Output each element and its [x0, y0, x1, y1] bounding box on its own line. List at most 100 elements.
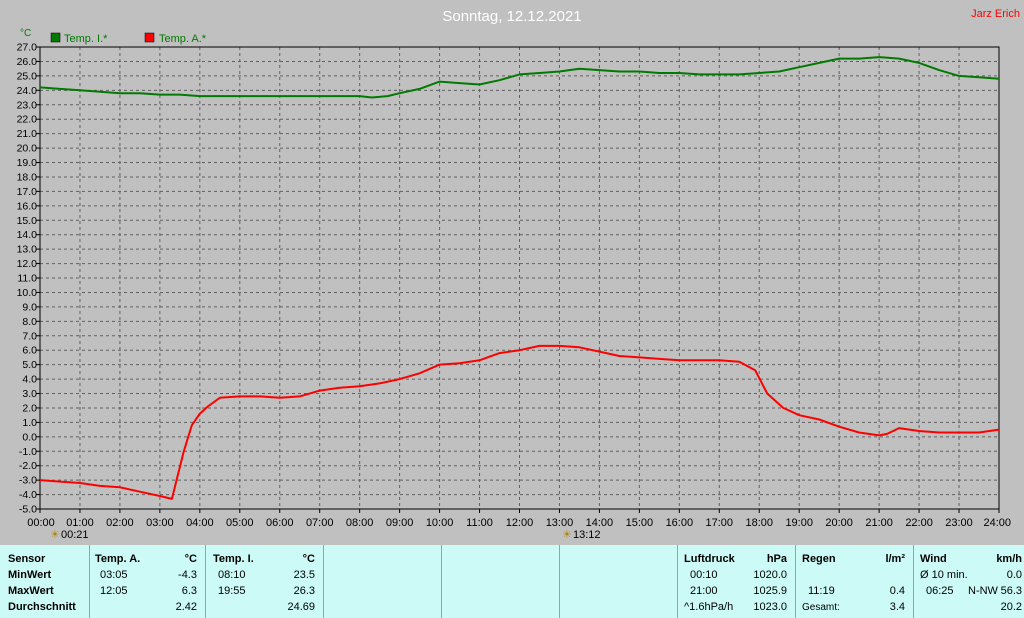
y-tick-label: 1.0 [22, 417, 37, 429]
stats-col-temp-i: Temp. I. °C 08:10 23.5 19:55 26.3 24.69 [206, 545, 324, 618]
temp-a-header: Temp. A. [95, 553, 141, 565]
temp-a-min-time: 03:05 [100, 569, 128, 581]
x-tick-label: 06:00 [266, 517, 294, 529]
row-label-max: MaxWert [8, 585, 54, 597]
y-tick-label: 17.0 [17, 186, 38, 198]
stats-col-empty-2 [442, 545, 560, 618]
y-tick-label: 12.0 [17, 258, 38, 270]
y-tick-label: 13.0 [17, 244, 38, 256]
luftdruck-unit: hPa [766, 553, 787, 565]
luftdruck-trend: ^1.6hPa/h [684, 601, 734, 613]
y-tick-label: -1.0 [19, 446, 37, 458]
x-tick-label: 00:00 [27, 517, 55, 529]
stats-col-empty-1 [324, 545, 442, 618]
chart-background [0, 0, 1024, 545]
x-tick-label: 18:00 [745, 517, 773, 529]
x-tick-label: 24:00 [983, 517, 1011, 529]
y-tick-label: 27.0 [17, 42, 38, 54]
wind-header: Wind [920, 553, 947, 565]
y-tick-label: 15.0 [17, 215, 38, 227]
x-tick-label: 10:00 [426, 517, 454, 529]
stats-col-regen: Regen l/m² 11:19 0.4 Gesamt: 3.4 [796, 545, 914, 618]
author-label: Jarz Erich [971, 8, 1020, 20]
y-tick-label: 2.0 [22, 402, 37, 414]
temp-i-unit: °C [302, 553, 315, 565]
temp-i-max-value: 26.3 [293, 585, 315, 597]
x-tick-label: 05:00 [226, 517, 254, 529]
row-label-avg: Durchschnitt [8, 601, 76, 613]
stats-col-luftdruck: Luftdruck hPa 00:10 1020.0 21:00 1025.9 … [678, 545, 796, 618]
x-tick-label: 15:00 [626, 517, 654, 529]
x-tick-label: 17:00 [706, 517, 734, 529]
x-tick-label: 16:00 [666, 517, 694, 529]
row-label-min: MinWert [8, 569, 52, 581]
y-tick-label: 26.0 [17, 56, 38, 68]
y-tick-label: 5.0 [22, 359, 37, 371]
y-tick-label: 0.0 [22, 431, 37, 443]
statistics-panel: Sensor MinWert MaxWert Durchschnitt Temp… [0, 545, 1024, 618]
regen-unit: l/m² [885, 553, 905, 565]
wind-max-value: 56.3 [1000, 585, 1022, 597]
temp-a-unit: °C [184, 553, 197, 565]
temp-i-min-time: 08:10 [218, 569, 246, 581]
y-tick-label: 22.0 [17, 114, 38, 126]
sensor-header: Sensor [8, 553, 46, 565]
sunrise-time: 00:21 [61, 529, 89, 541]
luftdruck-min-value: 1020.0 [753, 569, 787, 581]
plot-frame [39, 46, 1000, 510]
wind-max-direction: N-NW [968, 585, 998, 597]
wind-max-time: 06:25 [926, 585, 954, 597]
temp-a-max-time: 12:05 [100, 585, 128, 597]
temperature-chart: Sonntag, 12.12.2021 Jarz Erich °C Temp. … [0, 0, 1024, 545]
y-tick-label: 16.0 [17, 200, 38, 212]
y-tick-label: -2.0 [19, 460, 37, 472]
y-tick-label: 14.0 [17, 229, 38, 241]
x-tick-label: 09:00 [386, 517, 414, 529]
wind-unit: km/h [996, 553, 1022, 565]
luftdruck-max-time: 21:00 [690, 585, 718, 597]
legend-swatch-outside [144, 32, 155, 43]
x-tick-label: 02:00 [106, 517, 134, 529]
y-tick-label: -5.0 [19, 504, 37, 516]
x-tick-label: 22:00 [905, 517, 933, 529]
y-axis-ticks: 27.0 26.0 25.0 24.0 23.0 22.0 21.0 20.0 19.0 18.0… [17, 42, 40, 516]
y-tick-label: 21.0 [17, 128, 38, 140]
luftdruck-header: Luftdruck [684, 553, 735, 565]
x-axis-ticks: 00:00 01:00 02:00 03:00 04:00 05:00 06:00 07:00… [27, 509, 1011, 529]
x-tick-label: 21:00 [865, 517, 893, 529]
chart-series [39, 56, 1000, 500]
x-tick-label: 11:00 [466, 517, 493, 529]
y-tick-label: -3.0 [19, 475, 37, 487]
temp-i-average: 24.69 [287, 601, 315, 613]
x-tick-label: 04:00 [186, 517, 214, 529]
regen-header: Regen [802, 553, 836, 565]
series-line-inside-temp [39, 56, 1000, 99]
stats-col-wind: Wind km/h Ø 10 min. 0.0 06:25 N-NW 56.3 … [914, 545, 1024, 618]
chart-title: Sonntag, 12.12.2021 [442, 8, 581, 25]
y-tick-label: 6.0 [22, 345, 37, 357]
y-tick-label: 18.0 [17, 171, 38, 183]
y-tick-label: 10.0 [17, 287, 38, 299]
x-tick-label: 14:00 [586, 517, 614, 529]
regen-max-value: 0.4 [889, 585, 905, 597]
regen-max-time: 11:19 [808, 585, 835, 597]
luftdruck-max-value: 1025.9 [753, 585, 787, 597]
y-tick-label: 19.0 [17, 157, 38, 169]
x-tick-label: 03:00 [146, 517, 174, 529]
regen-total: 3.4 [889, 601, 905, 613]
legend: Temp. I.* Temp. A.* [50, 32, 207, 45]
temp-a-min-value: -4.3 [178, 569, 197, 581]
temp-a-max-value: 6.3 [181, 585, 197, 597]
y-tick-label: -4.0 [19, 489, 37, 501]
wind-avg-value: 0.0 [1006, 569, 1022, 581]
x-tick-label: 12:00 [506, 517, 534, 529]
stats-col-sensor: Sensor MinWert MaxWert Durchschnitt [0, 545, 90, 618]
x-tick-label: 19:00 [785, 517, 813, 529]
x-tick-label: 13:00 [546, 517, 574, 529]
y-tick-label: 11.0 [17, 273, 37, 285]
wind-gust: 20.2 [1000, 601, 1022, 613]
temp-a-average: 2.42 [175, 601, 197, 613]
sunset-time: 13:12 [573, 529, 601, 541]
luftdruck-min-time: 00:10 [690, 569, 718, 581]
y-tick-label: 8.0 [22, 316, 37, 328]
